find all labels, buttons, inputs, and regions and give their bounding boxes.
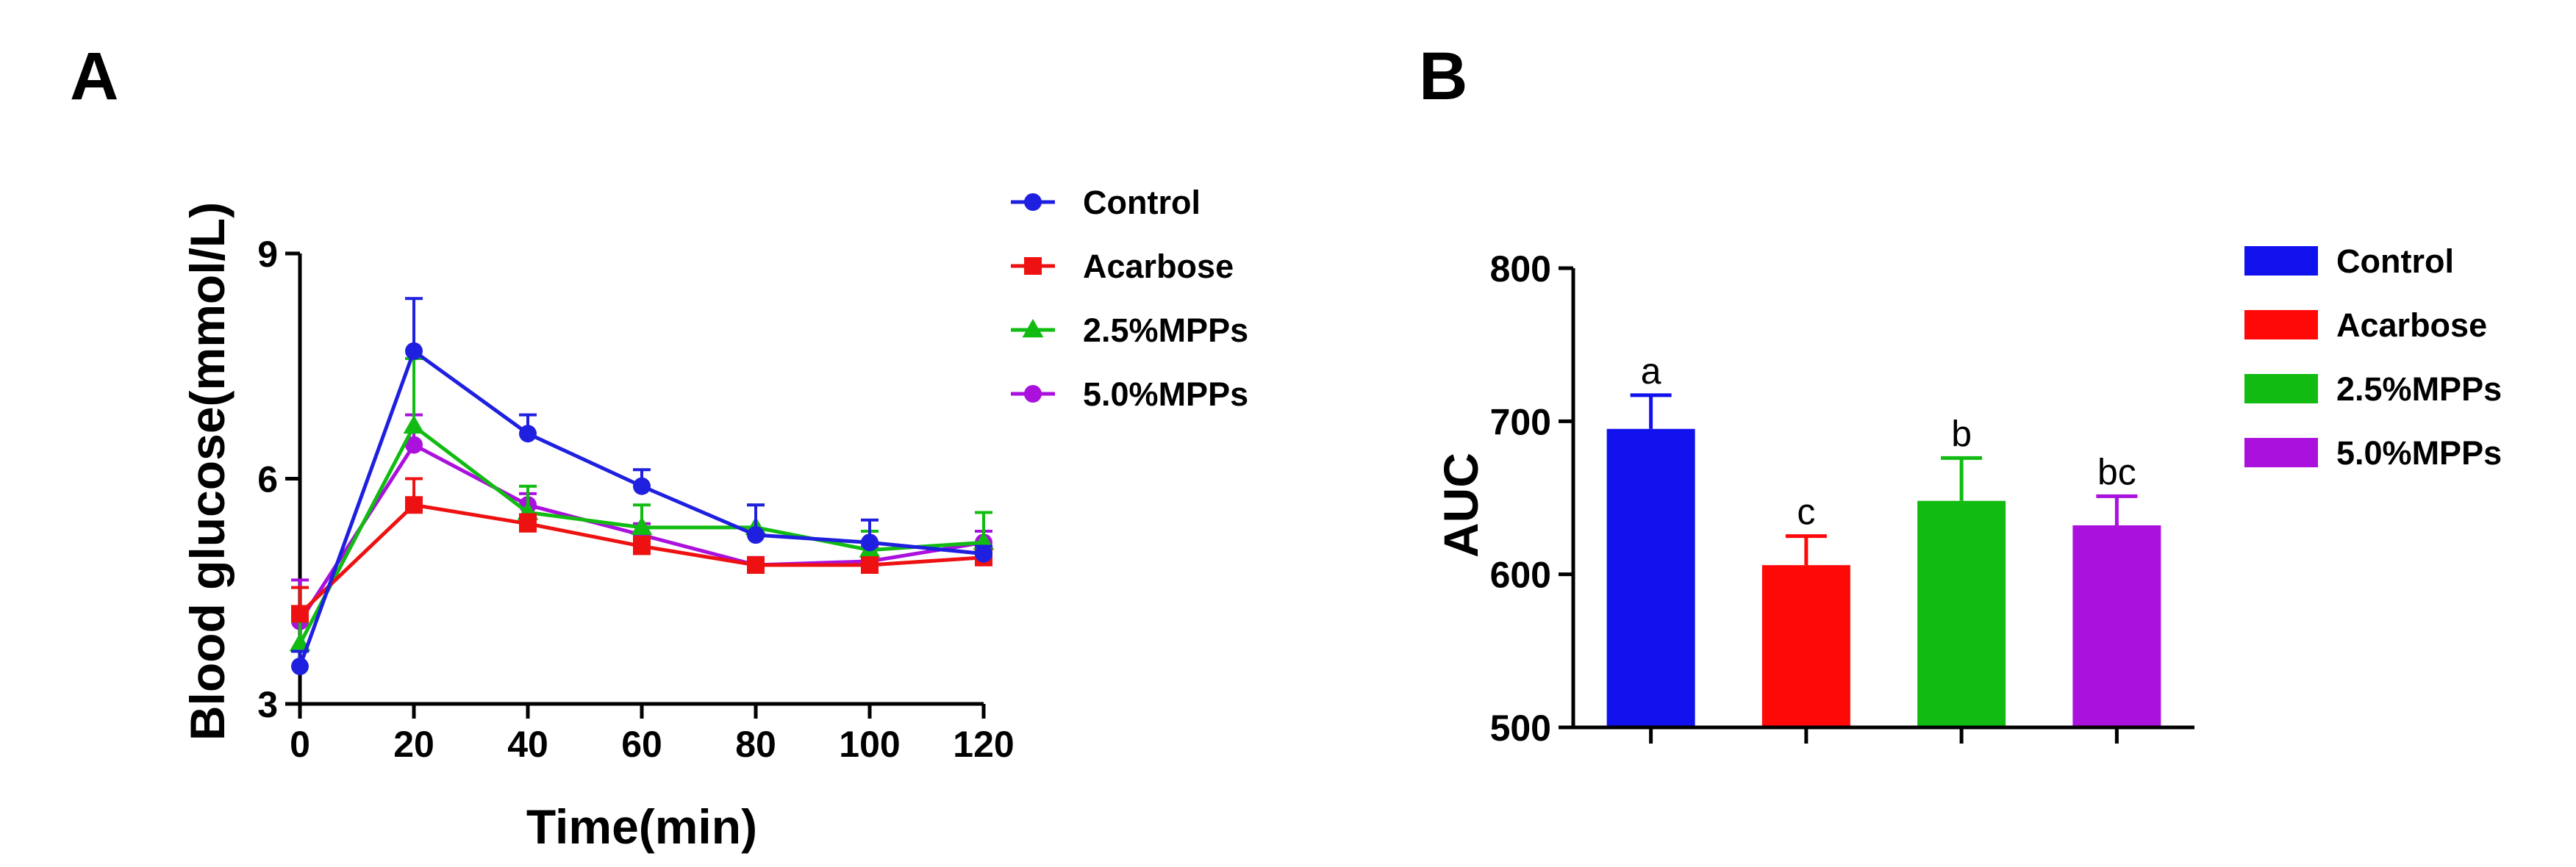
y-tick-label: 500 (1490, 708, 1551, 749)
data-point (975, 544, 992, 563)
y-tick-label: 9 (257, 234, 278, 275)
data-point (291, 605, 309, 623)
bar-Acarbose (1761, 565, 1850, 727)
legend-marker (1024, 257, 1042, 275)
legend-label: Control (2336, 242, 2454, 280)
y-axis-title: Blood glucose(mmol/L) (180, 202, 235, 741)
data-point (633, 537, 651, 555)
bar-chart-panel-b: a c b bc 500 600 700 800 AUC Control Acarbose 2.5%M… (1434, 242, 2502, 749)
data-point (519, 514, 537, 533)
data-point (519, 425, 537, 443)
legend-entry-5.0%MPPs: 5.0%MPPs (2244, 434, 2502, 472)
x-tick-label: 100 (839, 724, 900, 765)
legend-entry-2.5%MPPs: 2.5%MPPs (2244, 370, 2502, 408)
legend-marker (1024, 385, 1042, 403)
legend-swatch (2244, 438, 2318, 467)
legend-swatch (2244, 374, 2318, 403)
bar-2.5%MPPs (1917, 500, 2006, 727)
x-tick-label: 40 (507, 724, 548, 765)
data-point (631, 516, 653, 536)
legend-label: Acarbose (2336, 306, 2487, 344)
data-point (747, 555, 765, 574)
data-point (405, 436, 423, 454)
data-point (861, 555, 879, 574)
legend-entry-Acarbose: Acarbose (2244, 306, 2487, 344)
x-tick-label: 20 (393, 724, 434, 765)
legend-entry-2.5%MPPs: 2.5%MPPs (1011, 312, 1248, 349)
data-point (291, 657, 309, 675)
data-point (405, 342, 423, 360)
y-tick-label: 6 (257, 459, 278, 500)
legend-label: Acarbose (1083, 248, 1234, 285)
legend-swatch (2244, 246, 2318, 276)
data-point (405, 496, 423, 514)
x-tick-label: 80 (735, 724, 776, 765)
y-axis-title: AUC (1434, 453, 1488, 558)
data-point (861, 533, 879, 552)
legend-entry-Control: Control (1011, 184, 1201, 221)
legend-label: 2.5%MPPs (2336, 370, 2502, 408)
data-point (403, 414, 425, 434)
significance-label: bc (2097, 451, 2136, 492)
legend-label: Control (1083, 184, 1201, 221)
legend-entry-5.0%MPPs: 5.0%MPPs (1011, 375, 1248, 413)
bar-Control (1606, 428, 1695, 727)
y-tick-label: 700 (1490, 401, 1551, 442)
legend-label: 5.0%MPPs (1083, 375, 1248, 413)
y-tick-label: 800 (1490, 248, 1551, 289)
legend-marker (1022, 319, 1044, 338)
panel-a-letter: A (70, 39, 118, 114)
bar-5.0%MPPs (2072, 525, 2161, 727)
legend-entry-Acarbose: Acarbose (1011, 248, 1234, 285)
legend-entry-Control: Control (2244, 242, 2454, 280)
y-tick-label: 3 (257, 684, 278, 725)
legend-label: 5.0%MPPs (2336, 434, 2502, 472)
legend-swatch (2244, 310, 2318, 339)
significance-label: a (1641, 350, 1661, 392)
y-tick-label: 600 (1490, 555, 1551, 596)
legend-marker (1024, 193, 1042, 211)
x-tick-label: 0 (290, 724, 310, 765)
data-point (633, 477, 651, 495)
x-tick-label: 60 (621, 724, 662, 765)
legend-label: 2.5%MPPs (1083, 312, 1248, 349)
panel-b-letter: B (1419, 39, 1467, 114)
significance-label: c (1797, 492, 1815, 533)
series-Control (291, 297, 992, 675)
data-point (747, 526, 765, 544)
x-axis-title: Time(min) (526, 799, 757, 854)
x-tick-label: 120 (953, 724, 1014, 765)
significance-label: b (1951, 413, 1972, 454)
line-chart-panel-a: 3 6 9 0 20 40 60 80 100 120 Time(min) Blood glucose… (180, 184, 1248, 854)
